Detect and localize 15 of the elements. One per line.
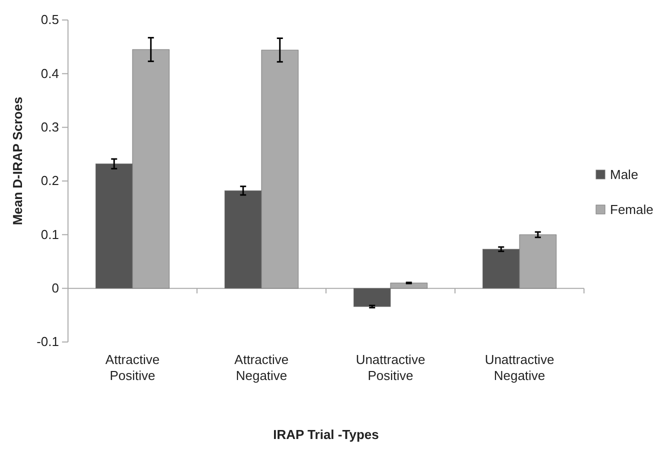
y-tick-label: 0.3 bbox=[40, 119, 59, 134]
y-axis-title: Mean D-IRAP Scroes bbox=[10, 96, 25, 226]
y-tick-label: 0 bbox=[52, 280, 59, 296]
legend-label: Male bbox=[610, 167, 638, 182]
y-tick-label: 0.5 bbox=[40, 12, 59, 28]
x-tick-label: Unattractive Negative bbox=[484, 352, 554, 383]
y-tick-label: 0.2 bbox=[40, 173, 59, 188]
legend-label: Female bbox=[610, 202, 654, 217]
y-tick-label: 0.1 bbox=[40, 226, 59, 242]
x-tick-label: Attractive Positive bbox=[105, 352, 160, 383]
x-tick-label: Unattractive Positive bbox=[356, 352, 426, 383]
y-tick-label: 0.4 bbox=[40, 66, 59, 81]
x-tick-label: Attractive Negative bbox=[234, 352, 289, 383]
y-tick-label: -0.1 bbox=[36, 334, 59, 350]
x-axis-title: IRAP Trial -Types bbox=[273, 427, 379, 442]
